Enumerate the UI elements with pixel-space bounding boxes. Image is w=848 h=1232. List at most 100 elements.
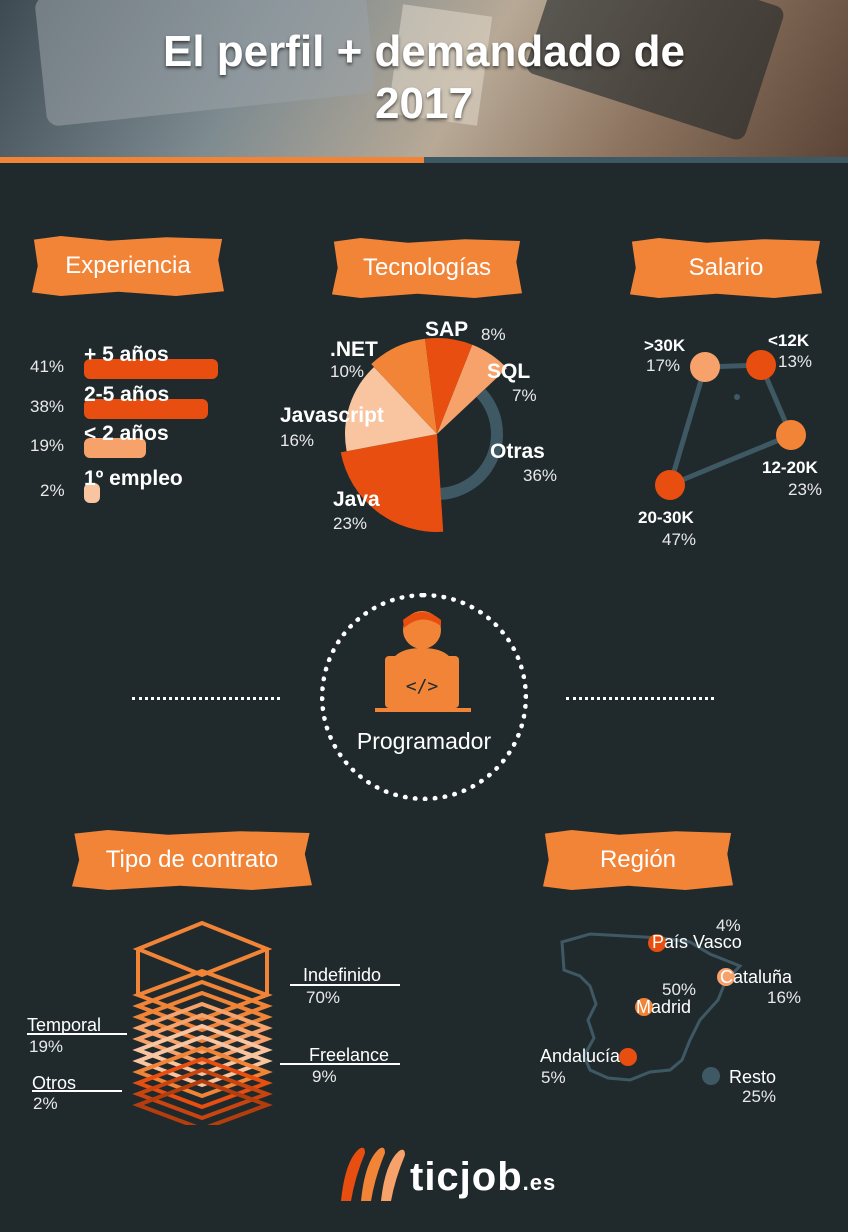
region-value-label: 25% [742, 1087, 777, 1106]
experiencia-bar [84, 483, 100, 503]
contrato-category-label: Freelance [309, 1045, 390, 1065]
pie-slice [345, 366, 437, 452]
salario-node [655, 470, 685, 500]
title-line-1: El perfil + demandado de [162, 27, 685, 76]
tecnologias-pie-chart [340, 338, 507, 532]
section-banner-salario: Salario [630, 238, 822, 298]
contrato-stack-top [132, 920, 273, 978]
contrato-stack-layer [132, 1056, 273, 1110]
pie-category-label: SAP [425, 318, 469, 341]
region-value-label: 5% [541, 1068, 566, 1087]
header-accent-line [424, 157, 848, 163]
experiencia-bar [84, 359, 218, 379]
pie-slice [340, 434, 444, 532]
salario-value-label: 23% [788, 480, 823, 499]
salario-value-label: 17% [646, 356, 681, 375]
salario-network-chart [655, 350, 806, 500]
contrato-leader-line [27, 1033, 127, 1035]
pie-slice [371, 338, 437, 434]
experiencia-bar-label: 2-5 años [84, 383, 170, 406]
experiencia-bar-value: 41% [30, 357, 65, 376]
pie-category-label: .NET [330, 338, 378, 361]
pie-slice [424, 338, 473, 434]
region-category-label: Madrid [636, 997, 692, 1017]
brand-name: ticjob.es [410, 1155, 556, 1200]
salario-value-label: 13% [778, 352, 813, 371]
region-marker [635, 998, 653, 1016]
contrato-value-label: 2% [33, 1094, 58, 1113]
banner-label: Salario [688, 254, 764, 281]
divider-dots-right [566, 697, 714, 700]
region-marker [702, 1067, 720, 1085]
region-marker [717, 968, 735, 986]
pie-value-label: 7% [512, 386, 537, 405]
region-value-label: 4% [716, 916, 741, 935]
salario-category-label: 12-20K [762, 458, 818, 477]
pie-slice [437, 344, 507, 434]
contrato-value-label: 70% [306, 988, 341, 1007]
contrato-category-label: Temporal [27, 1015, 102, 1035]
section-banner-region: Región [543, 830, 733, 890]
brand-tld: .es [522, 1170, 557, 1195]
experiencia-bar [84, 399, 209, 419]
svg-text:</>: </> [406, 676, 439, 697]
experiencia-bar-value: 38% [30, 397, 65, 416]
region-marker [648, 934, 666, 952]
region-category-label: Resto [729, 1067, 777, 1087]
contrato-leader-line [32, 1090, 122, 1092]
region-category-label: Andalucía [540, 1046, 621, 1066]
brand-wordmark: ticjob [410, 1155, 523, 1199]
contrato-stack-layer [132, 1067, 273, 1121]
banner-label: Tecnologías [362, 254, 492, 281]
section-banner-tecnologias: Tecnologías [332, 238, 522, 298]
region-value-label: 16% [767, 988, 802, 1007]
page-title: El perfil + demandado de 2017 [0, 26, 848, 130]
salario-node [776, 420, 806, 450]
header-photo [0, 0, 848, 160]
title-line-2: 2017 [375, 79, 473, 128]
banner-label: Experiencia [65, 252, 191, 279]
contrato-stack-side [136, 949, 269, 995]
salario-center-dot [734, 394, 740, 400]
banner-label: Región [599, 846, 677, 873]
pie-category-label: Java [333, 488, 380, 511]
region-marker [619, 1048, 637, 1066]
experiencia-bar-label: < 2 años [84, 422, 169, 445]
pie-value-label: 36% [523, 466, 558, 485]
pie-value-label: 10% [330, 362, 365, 381]
salario-category-label: 20-30K [638, 508, 694, 527]
experiencia-bar-label: + 5 años [84, 343, 169, 366]
pie-value-label: 8% [481, 325, 506, 344]
section-banner-contrato: Tipo de contrato [72, 830, 312, 890]
contrato-stack-chart [132, 920, 273, 1125]
programador-label: Programador [356, 728, 492, 754]
header-accent-line [0, 157, 424, 163]
experiencia-bar-value: 2% [40, 481, 65, 500]
salario-node [746, 350, 776, 380]
spain-map [560, 932, 743, 1082]
salario-category-label: >30K [644, 336, 686, 355]
contrato-leader-line [290, 984, 400, 986]
pie-category-label: Javascript [280, 404, 384, 427]
pie-category-label: Otras [490, 440, 545, 463]
contrato-category-label: Otros [32, 1073, 77, 1093]
salario-category-label: <12K [768, 331, 810, 350]
contrato-value-label: 19% [29, 1037, 64, 1056]
region-category-label: País Vasco [652, 932, 742, 952]
pie-slice-otras [440, 388, 503, 500]
spain-outline [560, 932, 743, 1082]
region-category-label: Cataluña [720, 967, 793, 987]
salario-node [690, 352, 720, 382]
programador-circle [320, 593, 528, 801]
contrato-leader-line [280, 1063, 400, 1065]
pie-category-label: SQL [487, 360, 531, 383]
pie-value-label: 16% [280, 431, 315, 450]
contrato-stack-layer [132, 1078, 273, 1125]
contrato-category-label: Indefinido [303, 965, 382, 985]
experiencia-bar-label: 1º empleo [84, 467, 183, 490]
contrato-value-label: 9% [312, 1067, 337, 1086]
experiencia-bar-value: 19% [30, 436, 65, 455]
region-value-label: 50% [662, 980, 697, 999]
experiencia-bar [84, 438, 147, 458]
ticjob-logo-icon [341, 1147, 405, 1201]
